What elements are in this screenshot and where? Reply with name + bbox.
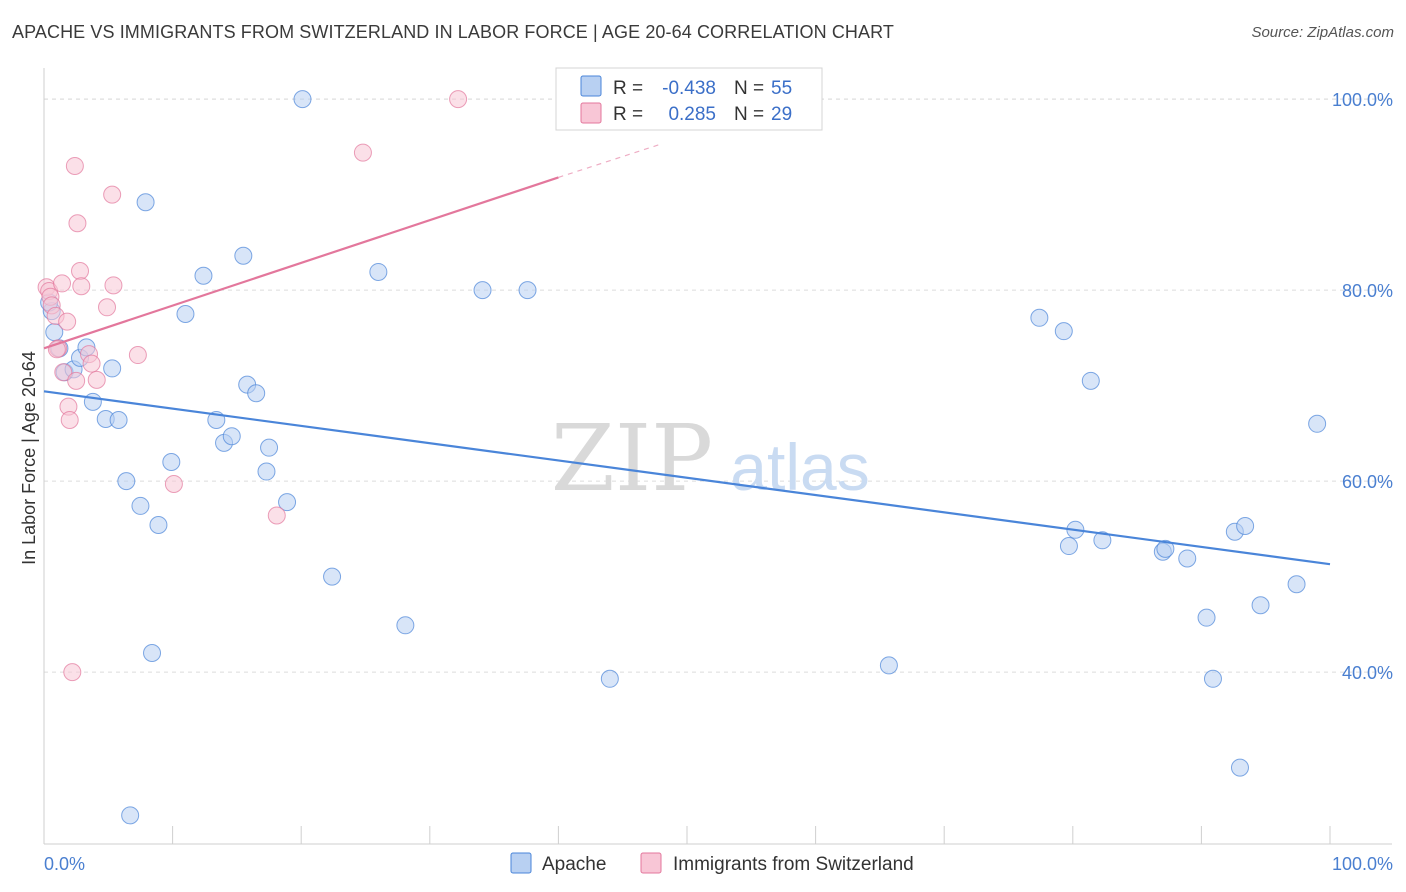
switzerland-point bbox=[87, 370, 106, 389]
legend-swatch-switzerland bbox=[640, 852, 662, 874]
apache-point bbox=[136, 193, 155, 212]
apache-point bbox=[473, 281, 492, 300]
y-tick-label: 80.0% bbox=[1342, 281, 1393, 301]
apache-point bbox=[162, 453, 181, 471]
stats-swatch-switzerland bbox=[580, 102, 602, 124]
x-tick-label: 0.0% bbox=[44, 854, 85, 874]
apache-point bbox=[194, 266, 213, 285]
apache-point bbox=[369, 262, 388, 281]
switzerland-point bbox=[104, 276, 123, 295]
axes bbox=[43, 68, 1392, 845]
x-tick-label: 100.0% bbox=[1332, 854, 1393, 874]
switzerland-point bbox=[98, 298, 117, 317]
legend-label-switzerland: Immigrants from Switzerland bbox=[673, 854, 914, 875]
switzerland-point bbox=[53, 274, 72, 293]
stats-n-value-switzerland: 29 bbox=[771, 104, 792, 125]
switzerland-point bbox=[60, 410, 79, 429]
apache-point bbox=[83, 392, 102, 411]
apache-point bbox=[1197, 608, 1216, 627]
switzerland-point bbox=[58, 312, 77, 331]
apache-point bbox=[247, 384, 266, 403]
apache-point bbox=[121, 806, 140, 825]
switzerland-point bbox=[103, 185, 122, 204]
switzerland-point bbox=[353, 143, 372, 162]
stats-r-label-switzerland: R = bbox=[613, 104, 643, 125]
apache-point bbox=[1054, 322, 1073, 341]
apache-point bbox=[1030, 308, 1049, 327]
apache-point bbox=[143, 644, 162, 662]
apache-point bbox=[222, 427, 241, 446]
switzerland-point bbox=[71, 262, 90, 280]
apache-trend-line bbox=[43, 390, 1331, 566]
apache-point bbox=[396, 616, 415, 635]
legend-swatch-apache bbox=[510, 852, 532, 874]
switzerland-point bbox=[267, 506, 286, 525]
apache-point bbox=[1203, 669, 1222, 688]
apache-point bbox=[234, 246, 253, 265]
switzerland-point bbox=[67, 371, 86, 390]
apache-point bbox=[260, 438, 279, 457]
bottom-legend: Apache Immigrants from Switzerland bbox=[510, 852, 914, 875]
apache-point bbox=[149, 516, 168, 535]
chart-title: APACHE VS IMMIGRANTS FROM SWITZERLAND IN… bbox=[12, 22, 895, 42]
apache-point bbox=[1093, 531, 1112, 550]
stats-r-value-apache: -0.438 bbox=[662, 78, 716, 99]
apache-point bbox=[1059, 537, 1078, 556]
switzerland-point bbox=[68, 214, 87, 233]
y-tick-label: 40.0% bbox=[1342, 663, 1393, 683]
y-axis-title: In Labor Force | Age 20-64 bbox=[19, 351, 39, 565]
apache-point bbox=[293, 90, 312, 109]
legend-label-apache: Apache bbox=[542, 854, 606, 875]
apache-point bbox=[278, 493, 297, 512]
switzerland-point bbox=[128, 346, 147, 365]
stats-legend: R = -0.438 N = 55 R = 0.285 N = 29 bbox=[555, 67, 823, 131]
y-tick-label: 100.0% bbox=[1332, 90, 1393, 110]
stats-r-value-switzerland: 0.285 bbox=[668, 104, 716, 125]
watermark-zip: ZIP bbox=[551, 405, 713, 512]
apache-point bbox=[1287, 575, 1306, 594]
apache-point bbox=[1251, 596, 1270, 615]
x-tick-labels: 0.0% 100.0% bbox=[44, 854, 1393, 874]
apache-point bbox=[1236, 516, 1255, 535]
y-tick-labels: 40.0% 60.0% 80.0% 100.0% bbox=[1332, 90, 1393, 683]
y-tick-label: 60.0% bbox=[1342, 472, 1393, 492]
switzerland-point bbox=[63, 663, 82, 682]
apache-point bbox=[1178, 549, 1197, 568]
apache-point bbox=[131, 496, 150, 515]
switzerland-point bbox=[72, 277, 91, 296]
trend-lines bbox=[43, 143, 1331, 566]
stats-r-label-apache: R = bbox=[613, 78, 643, 99]
source-label: Source: ZipAtlas.com bbox=[1251, 24, 1394, 41]
apache-point bbox=[879, 656, 898, 675]
apache-point bbox=[257, 462, 276, 481]
apache-point bbox=[109, 410, 128, 429]
apache-point bbox=[1230, 758, 1249, 777]
switzerland-point bbox=[54, 363, 73, 382]
apache-point bbox=[103, 359, 122, 378]
switzerland-point bbox=[164, 474, 183, 493]
apache-point bbox=[1308, 414, 1327, 433]
switzerland-point bbox=[449, 90, 468, 109]
apache-point bbox=[518, 281, 537, 300]
watermark-atlas: atlas bbox=[730, 430, 869, 504]
stats-swatch-apache bbox=[580, 75, 602, 97]
apache-point bbox=[323, 567, 342, 586]
stats-n-label-switzerland: N = bbox=[734, 104, 764, 125]
apache-point bbox=[1081, 371, 1100, 390]
apache-point bbox=[1156, 539, 1175, 558]
switzerland-points bbox=[37, 90, 468, 682]
apache-point bbox=[600, 669, 619, 688]
switzerland-trend-extension bbox=[558, 143, 662, 178]
x-ticks bbox=[43, 826, 1331, 844]
watermark: ZIP atlas bbox=[551, 405, 870, 512]
stats-n-label-apache: N = bbox=[734, 78, 764, 99]
apache-point bbox=[176, 304, 195, 323]
switzerland-point bbox=[82, 354, 101, 373]
switzerland-point bbox=[65, 156, 84, 175]
stats-n-value-apache: 55 bbox=[771, 78, 792, 99]
apache-point bbox=[117, 472, 136, 491]
switzerland-trend-line bbox=[43, 176, 559, 350]
